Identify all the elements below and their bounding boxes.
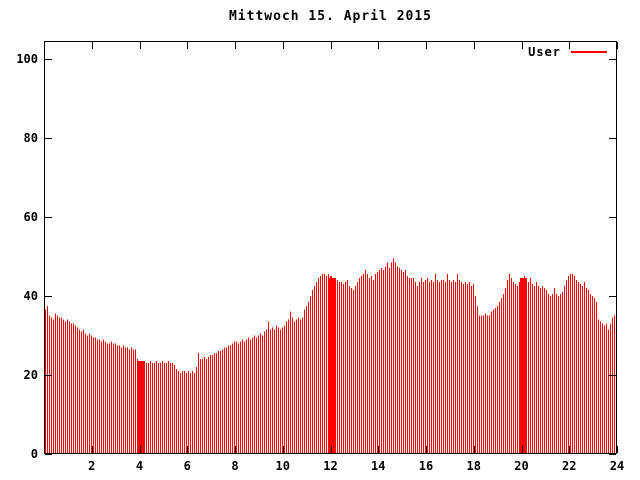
plot-border: [44, 41, 617, 454]
x-tick-label: 22: [562, 459, 577, 473]
x-tick-label: 14: [371, 459, 386, 473]
x-tick-label: 18: [466, 459, 481, 473]
x-tick-label: 24: [609, 459, 625, 473]
y-tick-label: 40: [23, 288, 38, 303]
x-tick-label: 4: [135, 459, 144, 473]
x-tick-label: 6: [183, 459, 191, 473]
user-impulse-series: [45, 258, 617, 454]
plot-area: [44, 41, 618, 455]
y-tick-label: 100: [16, 51, 38, 66]
dense-impulse-band: [329, 278, 335, 454]
y-tick-label: 20: [23, 367, 38, 382]
legend-line-sample: [571, 51, 607, 53]
x-tick-label: 16: [418, 459, 434, 473]
y-tick-label: 60: [23, 209, 38, 224]
y-tick-label: 80: [23, 130, 38, 145]
dense-impulse-band: [138, 361, 144, 454]
legend: User: [44, 45, 607, 59]
x-tick-label: 20: [514, 459, 529, 473]
x-tick-label: 10: [275, 459, 290, 473]
dense-impulse-band: [520, 278, 526, 454]
legend-label-user: User: [528, 45, 561, 59]
y-tick-label: 0: [30, 447, 38, 461]
x-tick-label: 2: [88, 459, 96, 473]
x-tick-label: 12: [323, 459, 338, 473]
x-tick-label: 8: [231, 459, 239, 473]
chart-title: Mittwoch 15. April 2015: [228, 9, 432, 24]
